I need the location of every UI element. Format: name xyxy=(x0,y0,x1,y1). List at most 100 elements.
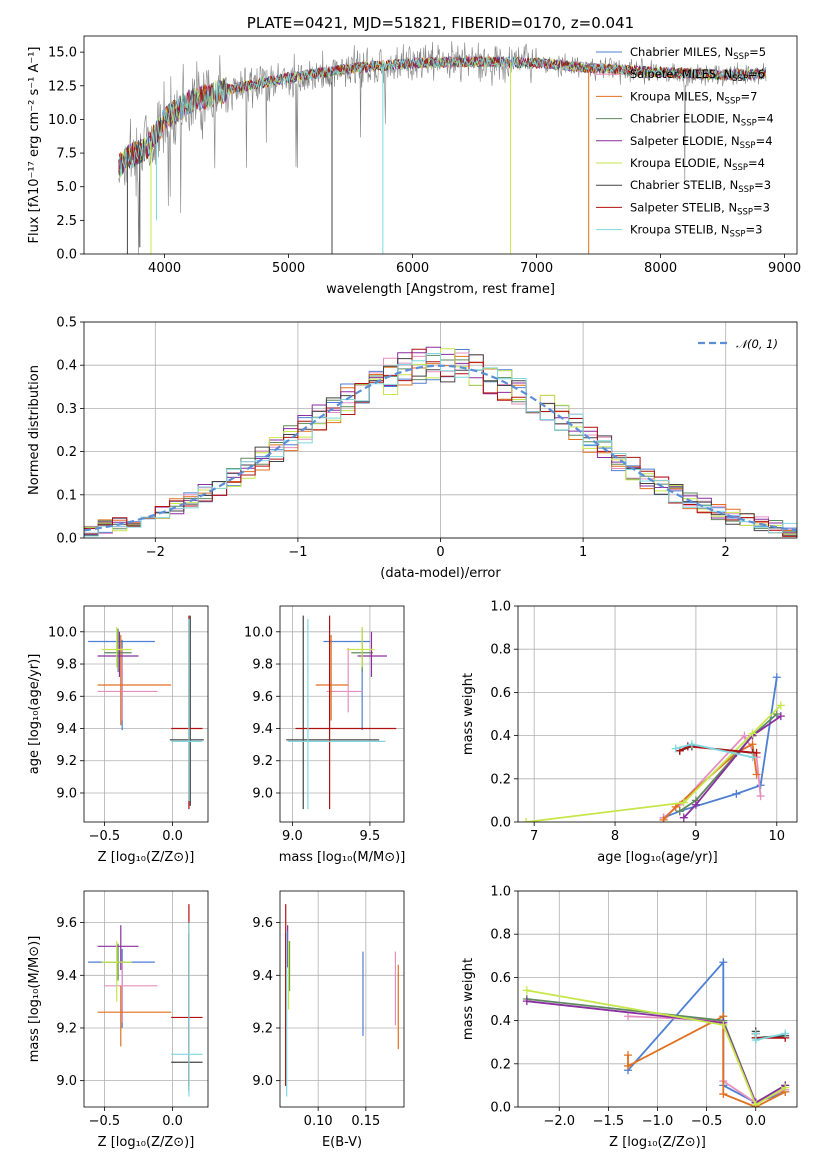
series-marker xyxy=(748,729,757,738)
point-salpeter-stelib xyxy=(295,615,397,810)
y-tick-label: 0.4 xyxy=(490,1014,511,1029)
y-tick-label: 5.0 xyxy=(56,180,77,195)
legend-subscript: SSP xyxy=(725,96,741,106)
mass-vs-z-panel: −0.5 0.0 9.0 9.2 9.4 9.6 Z [log₁₀(Z/Z⊙)] mass [… xyxy=(27,890,209,1150)
series-marker xyxy=(751,1036,760,1045)
axes-frame xyxy=(279,890,405,1108)
y-tick-label: 9.0 xyxy=(252,1074,273,1089)
x-tick-label: 8000 xyxy=(644,261,677,276)
legend-label: Salpeter STELIB, N xyxy=(630,200,737,214)
series-salpeter-stelib xyxy=(675,742,761,757)
series-marker xyxy=(679,798,688,807)
legend-entry: Salpeter ELODIE, NSSP=4 xyxy=(630,134,773,151)
point-kroupa-stelib xyxy=(171,618,203,802)
y-tick-label: 0.2 xyxy=(490,1057,511,1072)
residual-histogram-kroupa-stelib xyxy=(84,353,797,537)
series-kroupa-elodie xyxy=(522,701,785,822)
series-marker xyxy=(776,701,785,710)
y-tick-label: 0.8 xyxy=(490,643,511,658)
x-tick-label: 0 xyxy=(436,545,444,560)
series-marker xyxy=(691,800,700,809)
legend-label: Chabrier STELIB, N xyxy=(630,178,738,192)
mass-vs-ebv-panel: 0.10 0.15 9.0 9.2 9.4 9.6 E(B-V) xyxy=(252,890,405,1150)
point-salpeter-miles xyxy=(326,647,363,713)
series-marker xyxy=(740,731,749,740)
legend-subscript: SSP xyxy=(737,207,753,217)
y-axis-label: mass weight xyxy=(461,673,476,755)
series-marker xyxy=(719,1020,728,1029)
legend-label: 𝒩(0, 1) xyxy=(736,337,778,351)
legend-subscript: SSP xyxy=(733,52,749,62)
y-tick-label: 0.0 xyxy=(490,816,511,831)
x-tick-label: 10 xyxy=(769,829,786,844)
legend-suffix: =7 xyxy=(740,89,757,103)
y-axis-label: mass weight xyxy=(461,958,476,1040)
legend-suffix: =4 xyxy=(748,156,765,170)
series-line xyxy=(526,989,786,1107)
model-line-kroupa-stelib xyxy=(118,55,766,177)
x-tick-label: 0.15 xyxy=(351,1114,380,1129)
legend-entry: Kroupa STELIB, NSSP=3 xyxy=(630,223,762,240)
y-axis-label: age [log₁₀(age/yr)] xyxy=(27,654,42,775)
series-marker xyxy=(522,818,531,822)
point-salpeter-miles xyxy=(104,962,158,1023)
mass-vs-z-plot-area xyxy=(88,904,203,1097)
y-tick-label: 0.1 xyxy=(56,488,77,503)
y-tick-label: 0.0 xyxy=(56,532,77,547)
legend-suffix: =5 xyxy=(749,45,766,59)
legend-entry: Salpeter STELIB, NSSP=3 xyxy=(630,200,770,217)
x-tick-label: 7000 xyxy=(520,261,553,276)
series-kroupa-stelib xyxy=(751,1029,790,1045)
y-tick-label: 0.5 xyxy=(56,316,77,331)
x-tick-label: 0.0 xyxy=(745,1114,766,1129)
mass-weight-vs-age-plot-area xyxy=(522,673,785,822)
series-marker xyxy=(776,712,785,721)
legend-label: Chabrier ELODIE, N xyxy=(630,112,741,126)
chart-title: PLATE=0421, MJD=51821, FIBERID=0170, z=0… xyxy=(247,14,634,32)
point-kroupa-miles xyxy=(97,635,172,726)
legend-suffix: =3 xyxy=(754,178,771,192)
y-tick-label: 10.0 xyxy=(48,625,77,640)
x-tick-label: 9000 xyxy=(768,261,801,276)
legend-subscript: SSP xyxy=(732,74,748,84)
mass-weight-vs-z-plot-area xyxy=(522,958,790,1107)
x-axis-label: E(B-V) xyxy=(322,1135,362,1150)
legend-suffix: =4 xyxy=(757,112,774,126)
y-tick-label: 0.3 xyxy=(56,402,77,417)
y-tick-label: 0.4 xyxy=(490,729,511,744)
point-kroupa-elodie xyxy=(346,626,375,668)
x-tick-label: 0.10 xyxy=(304,1114,333,1129)
series-line xyxy=(683,715,782,819)
y-tick-label: 9.4 xyxy=(56,969,77,984)
series-kroupa-miles xyxy=(624,1012,790,1107)
y-tick-label: 9.4 xyxy=(56,722,77,737)
axes-frame xyxy=(517,605,798,823)
legend-entry: Kroupa MILES, NSSP=7 xyxy=(630,89,757,106)
legend-suffix: =3 xyxy=(745,223,762,237)
legend-entry: Chabrier ELODIE, NSSP=4 xyxy=(630,112,774,129)
spectrum-panel: 4000 5000 6000 7000 8000 9000 0.0 2.5 5.0 7.5 10.0… xyxy=(27,14,801,297)
point-kroupa-miles xyxy=(97,985,172,1047)
legend-suffix: =3 xyxy=(753,200,770,214)
series-marker xyxy=(772,710,781,718)
y-tick-label: 9.4 xyxy=(252,969,273,984)
x-tick-label: 4000 xyxy=(148,261,181,276)
x-tick-label: 0.0 xyxy=(162,1114,183,1129)
series-marker xyxy=(748,740,757,749)
series-marker xyxy=(781,1029,790,1038)
x-tick-label: 5000 xyxy=(272,261,305,276)
y-tick-label: 9.6 xyxy=(56,916,77,931)
x-tick-label: −2.0 xyxy=(543,1114,575,1129)
y-tick-label: 9.2 xyxy=(252,754,273,769)
y-tick-label: 0.4 xyxy=(56,359,77,374)
series-marker xyxy=(752,770,761,779)
series-marker xyxy=(659,815,668,822)
series-marker xyxy=(675,807,684,816)
legend-label: Salpeter ELODIE, N xyxy=(630,134,740,148)
legend-label: Kroupa STELIB, N xyxy=(630,223,730,237)
series-marker xyxy=(752,748,761,757)
axes-frame xyxy=(83,605,209,823)
y-tick-label: 0.0 xyxy=(490,1101,511,1116)
y-tick-label: 9.2 xyxy=(252,1021,273,1036)
